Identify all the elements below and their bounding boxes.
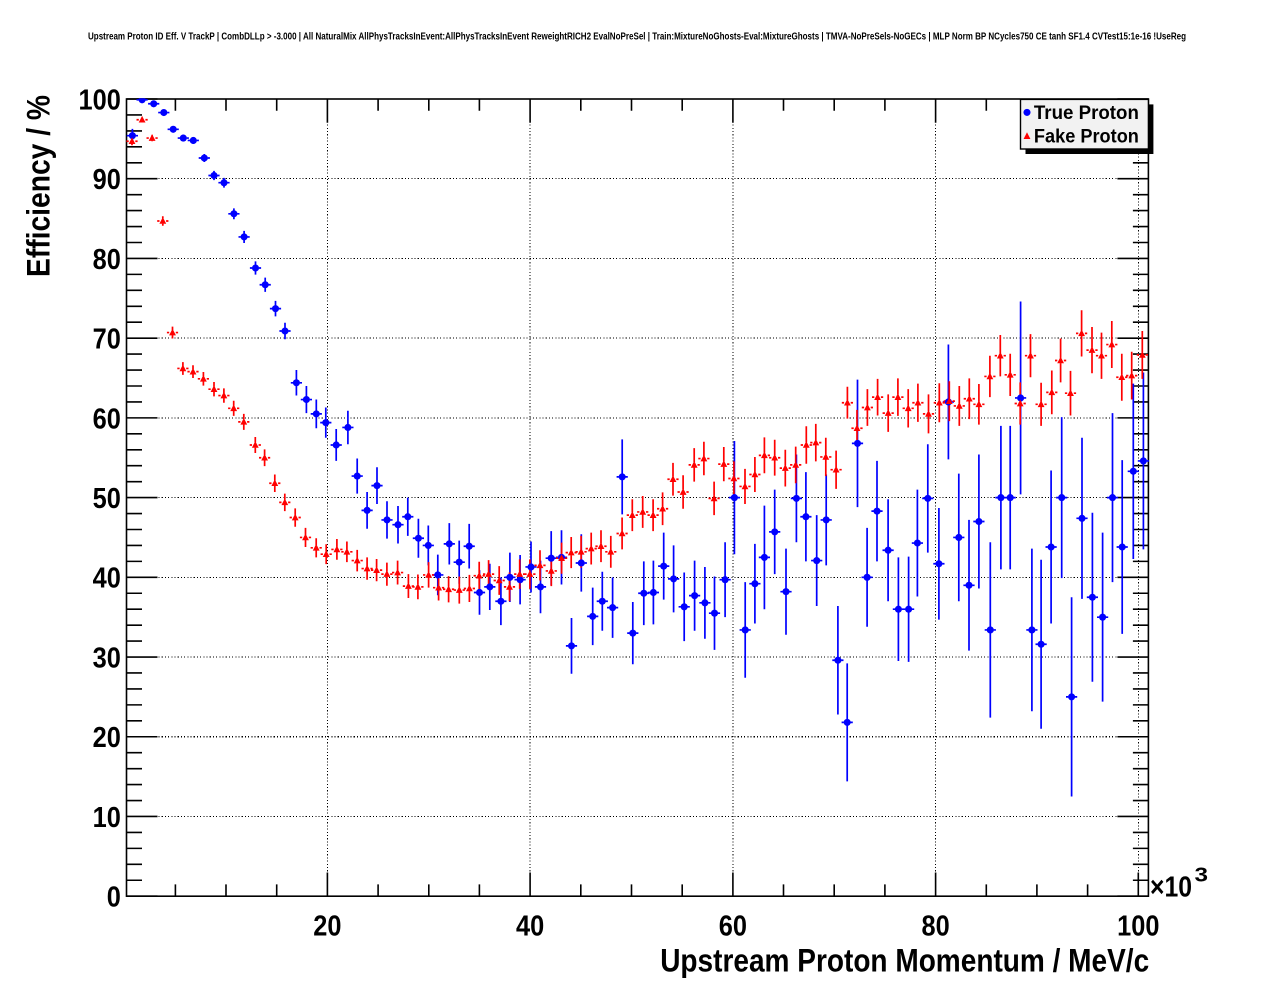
svg-text:80: 80 [93, 244, 121, 276]
svg-text:0: 0 [107, 882, 121, 914]
svg-text:Fake Proton: Fake Proton [1034, 126, 1139, 148]
svg-text:40: 40 [516, 911, 544, 943]
svg-text:3: 3 [1195, 864, 1209, 887]
svg-text:Upstream Proton ID Eff. V Trac: Upstream Proton ID Eff. V TrackP | CombD… [88, 31, 1186, 43]
svg-text:Upstream Proton Momentum / MeV: Upstream Proton Momentum / MeV/c [660, 943, 1149, 979]
svg-text:70: 70 [93, 324, 121, 356]
svg-text:60: 60 [719, 911, 747, 943]
svg-text:60: 60 [93, 403, 121, 435]
svg-text:30: 30 [93, 642, 121, 674]
svg-text:50: 50 [93, 483, 121, 515]
svg-text:×10: ×10 [1150, 872, 1192, 904]
svg-text:40: 40 [93, 563, 121, 595]
svg-text:20: 20 [313, 911, 341, 943]
svg-text:90: 90 [93, 164, 121, 196]
svg-text:10: 10 [93, 802, 121, 834]
svg-text:20: 20 [93, 722, 121, 754]
svg-text:True Proton: True Proton [1034, 102, 1139, 124]
svg-text:100: 100 [1117, 911, 1159, 943]
svg-text:80: 80 [922, 911, 950, 943]
svg-text:100: 100 [79, 84, 121, 116]
svg-text:Efficiency / %: Efficiency / % [21, 95, 57, 277]
